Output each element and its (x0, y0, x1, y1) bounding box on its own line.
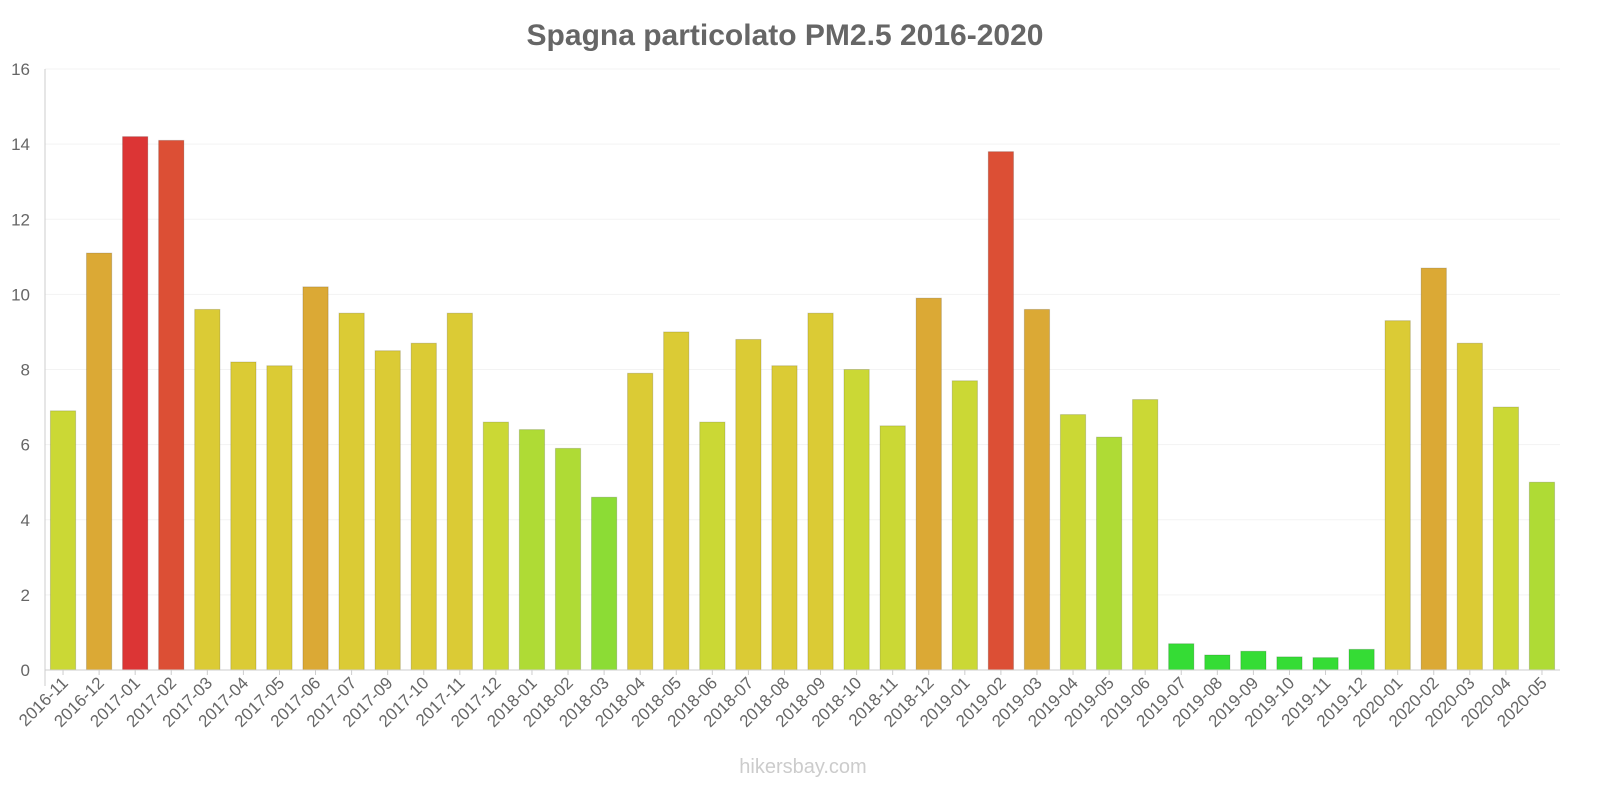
bar-2018-12[interactable] (915, 297, 942, 671)
bar-2019-10[interactable] (1276, 656, 1303, 671)
bar-2019-09[interactable] (1240, 650, 1267, 671)
bar-2020-04[interactable] (1492, 406, 1520, 671)
credit-text: hikersbay.com (739, 756, 866, 778)
bar-2018-03[interactable] (590, 496, 618, 671)
bar-2020-05[interactable] (1528, 481, 1556, 671)
y-tick-label: 0 (21, 661, 30, 680)
bar-2017-09[interactable] (374, 350, 401, 671)
y-tick-label: 14 (11, 135, 30, 154)
bar-2019-07[interactable] (1168, 643, 1195, 671)
bar-2017-04[interactable] (230, 361, 257, 671)
bar-2018-11[interactable] (879, 425, 906, 671)
bar-2019-12[interactable] (1348, 648, 1375, 671)
bar-2020-01[interactable] (1384, 320, 1411, 671)
y-tick-label: 16 (11, 60, 30, 79)
bar-2018-06[interactable] (699, 421, 726, 671)
bar-2017-12[interactable] (482, 421, 510, 671)
bar-2017-07[interactable] (338, 312, 365, 671)
bar-2018-02[interactable] (554, 447, 582, 671)
bar-2019-03[interactable] (1023, 308, 1051, 671)
bar-2019-05[interactable] (1095, 436, 1123, 671)
bar-2017-03[interactable] (194, 308, 221, 671)
bar-2018-01[interactable] (518, 429, 546, 671)
bar-2017-05[interactable] (266, 365, 293, 671)
y-tick-label: 4 (21, 511, 30, 530)
bar-2019-02[interactable] (987, 151, 1015, 671)
chart-title: Spagna particolato PM2.5 2016-2020 (527, 19, 1044, 52)
bar-2019-08[interactable] (1204, 654, 1231, 671)
y-tick-label: 10 (11, 285, 30, 304)
bar-2018-07[interactable] (735, 338, 762, 671)
bar-2017-11[interactable] (446, 312, 473, 671)
bar-2016-11[interactable] (49, 410, 77, 671)
bar-2020-02[interactable] (1420, 267, 1447, 671)
bar-2019-11[interactable] (1312, 657, 1339, 671)
bar-2017-06[interactable] (302, 286, 329, 671)
bar-2018-04[interactable] (627, 372, 654, 671)
bar-2017-02[interactable] (158, 139, 185, 671)
bar-2020-03[interactable] (1456, 342, 1483, 671)
bar-2017-01[interactable] (122, 136, 149, 671)
bar-2019-01[interactable] (951, 380, 978, 671)
y-tick-label: 2 (21, 586, 30, 605)
y-tick-label: 12 (11, 210, 30, 229)
bar-2019-06[interactable] (1132, 399, 1159, 671)
bar-2018-08[interactable] (771, 365, 798, 671)
bar-2019-04[interactable] (1059, 414, 1087, 671)
bar-2018-09[interactable] (807, 312, 834, 671)
bar-2018-05[interactable] (663, 331, 690, 671)
y-tick-label: 8 (21, 361, 30, 380)
y-tick-label: 6 (21, 436, 30, 455)
bar-2016-12[interactable] (85, 252, 113, 671)
bar-2017-10[interactable] (410, 342, 437, 671)
bar-2018-10[interactable] (843, 369, 870, 671)
